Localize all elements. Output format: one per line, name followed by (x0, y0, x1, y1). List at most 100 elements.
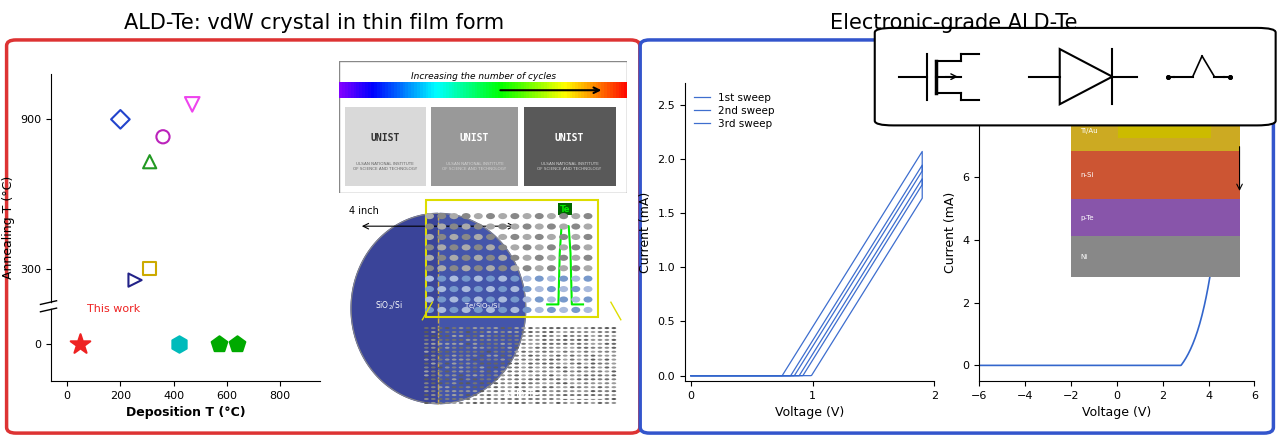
Circle shape (598, 394, 603, 396)
Circle shape (425, 244, 434, 251)
1st sweep (684, 373, 699, 378)
Circle shape (493, 402, 498, 404)
Circle shape (472, 390, 477, 392)
Circle shape (472, 363, 477, 364)
Circle shape (584, 363, 589, 364)
Circle shape (480, 355, 484, 357)
Circle shape (452, 327, 457, 329)
Circle shape (521, 355, 526, 357)
Circle shape (452, 343, 457, 345)
Circle shape (590, 386, 595, 388)
Circle shape (559, 255, 568, 261)
Circle shape (431, 339, 435, 341)
Circle shape (515, 394, 518, 396)
Circle shape (445, 355, 449, 357)
Circle shape (507, 351, 512, 353)
Circle shape (466, 378, 471, 380)
Circle shape (515, 347, 518, 349)
Circle shape (452, 347, 457, 349)
Circle shape (521, 343, 526, 345)
Circle shape (563, 359, 567, 360)
Circle shape (462, 223, 471, 230)
Bar (524, 107, 616, 186)
Circle shape (480, 331, 484, 333)
2nd sweep (893, 217, 909, 222)
Circle shape (612, 347, 616, 349)
Circle shape (424, 327, 429, 329)
Line: 1st sweep: 1st sweep (691, 152, 922, 376)
Circle shape (577, 390, 581, 392)
Circle shape (547, 244, 556, 251)
Circle shape (425, 223, 434, 230)
Circle shape (541, 359, 547, 360)
Circle shape (584, 234, 593, 240)
Circle shape (493, 331, 498, 333)
Circle shape (424, 371, 429, 372)
Circle shape (462, 255, 471, 261)
Circle shape (570, 343, 575, 345)
Circle shape (535, 343, 540, 345)
Circle shape (445, 363, 449, 364)
Circle shape (521, 398, 526, 400)
Circle shape (493, 378, 498, 380)
1st sweep (914, 149, 929, 154)
Circle shape (570, 347, 575, 349)
Circle shape (493, 386, 498, 388)
Circle shape (438, 307, 447, 313)
Circle shape (604, 339, 609, 341)
Circle shape (480, 371, 484, 372)
Circle shape (445, 402, 449, 404)
Circle shape (452, 331, 457, 333)
Circle shape (486, 378, 492, 380)
Circle shape (522, 286, 531, 292)
Circle shape (452, 359, 457, 360)
Circle shape (500, 386, 506, 388)
Circle shape (604, 343, 609, 345)
Circle shape (449, 213, 458, 219)
Circle shape (500, 355, 506, 357)
Bar (498, 82, 500, 98)
Circle shape (500, 371, 506, 372)
Circle shape (590, 363, 595, 364)
Circle shape (541, 343, 547, 345)
Circle shape (556, 402, 561, 404)
Circle shape (466, 347, 471, 349)
Circle shape (486, 394, 492, 396)
Bar (576, 82, 579, 98)
Circle shape (445, 327, 449, 329)
Circle shape (598, 327, 603, 329)
Circle shape (438, 367, 443, 368)
Circle shape (549, 339, 554, 341)
Circle shape (529, 374, 532, 376)
Circle shape (424, 355, 429, 357)
Circle shape (493, 371, 498, 372)
Circle shape (462, 286, 471, 292)
Circle shape (480, 327, 484, 329)
Circle shape (458, 367, 463, 368)
Circle shape (425, 213, 434, 219)
Bar (346, 107, 425, 186)
Circle shape (462, 213, 471, 219)
Circle shape (612, 351, 616, 353)
Circle shape (438, 382, 443, 384)
Circle shape (577, 343, 581, 345)
Circle shape (541, 378, 547, 380)
Circle shape (612, 371, 616, 372)
Circle shape (486, 351, 492, 353)
Circle shape (498, 244, 507, 251)
Circle shape (458, 359, 463, 360)
Bar (500, 82, 503, 98)
Circle shape (590, 347, 595, 349)
Circle shape (424, 367, 429, 368)
Bar (618, 82, 622, 98)
Circle shape (445, 331, 449, 333)
Circle shape (612, 374, 616, 376)
Point (70, 340, 91, 347)
Circle shape (452, 402, 457, 404)
Circle shape (500, 351, 506, 353)
Bar (570, 82, 572, 98)
Circle shape (541, 327, 547, 329)
Circle shape (507, 343, 512, 345)
Circle shape (529, 335, 532, 337)
Circle shape (500, 359, 506, 360)
